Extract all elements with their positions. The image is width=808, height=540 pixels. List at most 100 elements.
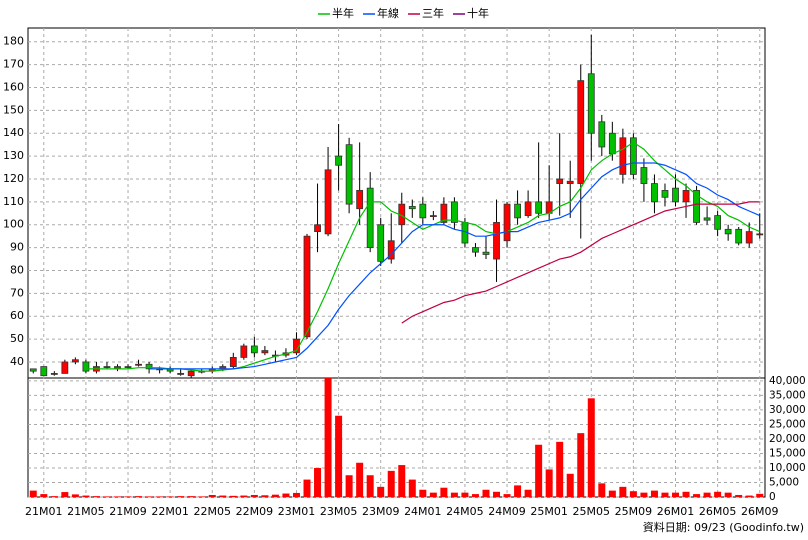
volume-bar: [71, 494, 79, 497]
volume-bar: [335, 415, 343, 497]
volume-bar: [619, 486, 627, 497]
candle-body: [240, 345, 248, 358]
candle-body: [82, 361, 90, 372]
volume-bar: [419, 489, 427, 497]
ma-line: [149, 162, 760, 370]
volume-bar: [356, 462, 364, 497]
y-tick-label: 160: [3, 80, 24, 93]
volume-bar: [629, 491, 637, 497]
x-tick-label: 25M09: [615, 505, 653, 518]
candle-body: [535, 201, 543, 214]
volume-bar: [429, 492, 437, 497]
x-tick-label: 25M01: [530, 505, 568, 518]
volume-bar: [324, 378, 332, 497]
candle-body: [756, 233, 764, 236]
x-tick-label: 24M01: [404, 505, 442, 518]
y2-tick-label: 40,000: [769, 375, 806, 387]
volume-bar: [292, 492, 300, 497]
volume-bar: [303, 479, 311, 497]
volume-bar: [40, 494, 48, 497]
volume-bar: [366, 475, 374, 497]
volume-bar: [566, 473, 574, 497]
x-tick-label: 23M01: [278, 505, 316, 518]
volume-bar: [261, 495, 269, 497]
x-tick-label: 23M05: [320, 505, 358, 518]
x-tick-label: 26M01: [657, 505, 695, 518]
candle-body: [366, 187, 374, 249]
candle-body: [493, 222, 500, 260]
volume-bar: [724, 492, 732, 497]
volume-bar: [208, 494, 216, 497]
x-tick-label: 21M09: [109, 505, 147, 518]
candle-body: [440, 203, 448, 223]
volume-bar: [756, 493, 764, 497]
volume-bar: [282, 493, 290, 497]
ma-line: [85, 141, 760, 372]
volume-bar: [166, 496, 174, 497]
y2-tick-label: 15,000: [769, 447, 806, 459]
candle-body: [419, 203, 427, 219]
volume-bar: [187, 496, 195, 497]
x-tick-label: 25M05: [573, 505, 611, 518]
plot-frame: [27, 27, 766, 498]
x-tick-label: 22M01: [151, 505, 189, 518]
legend-label: 十年: [467, 6, 489, 20]
x-tick-label: 22M05: [194, 505, 232, 518]
volume-bar: [556, 441, 564, 497]
volume-bar: [229, 495, 237, 497]
x-tick-label: 26M09: [741, 505, 779, 518]
volume-bar: [156, 496, 164, 497]
volume-bar: [103, 496, 111, 497]
candle-body: [556, 178, 564, 184]
y-tick-label: 140: [3, 126, 24, 139]
volume-bar: [82, 495, 90, 497]
volume-bar: [450, 492, 458, 497]
x-tick-label: 24M05: [446, 505, 484, 518]
volume-bar: [587, 398, 595, 497]
y-tick-label: 80: [10, 263, 24, 276]
volume-bar: [377, 486, 385, 497]
x-tick-label: 24M09: [488, 505, 526, 518]
y2-tick-label: 35,000: [769, 389, 806, 401]
y2-tick-label: 0: [769, 491, 776, 503]
volume-bar: [693, 494, 701, 497]
volume-bar: [535, 444, 543, 497]
candle-body: [703, 217, 711, 221]
candle-body: [566, 180, 574, 184]
candle-body: [682, 190, 690, 203]
candle-body: [408, 206, 416, 210]
candle-body: [345, 144, 353, 205]
volume-bar: [145, 496, 153, 497]
candle-body: [608, 132, 616, 155]
volume-bar: [682, 491, 690, 497]
volume-bar: [92, 496, 100, 497]
x-tick-label: 21M01: [25, 505, 63, 518]
volume-bar: [440, 487, 448, 497]
volume-bar: [177, 496, 185, 497]
candle-body: [187, 370, 195, 377]
candle-body: [503, 203, 511, 242]
volume-bar: [735, 494, 743, 497]
y-tick-label: 100: [3, 218, 24, 231]
candle-body: [50, 373, 58, 375]
volume-bar: [545, 469, 553, 497]
candle-body: [714, 215, 722, 230]
candle-body: [103, 366, 111, 368]
candle-body: [524, 201, 532, 216]
volume-bar: [387, 470, 395, 497]
y-tick-label: 170: [3, 58, 24, 71]
volume-bar: [661, 492, 669, 497]
y-tick-label: 60: [10, 309, 24, 322]
y-tick-label: 50: [10, 332, 24, 345]
candle-body: [472, 247, 479, 253]
candle-body: [451, 201, 458, 223]
footer: 資料日期: 09/23 (Goodinfo.tw): [643, 520, 804, 534]
candle-body: [651, 183, 658, 203]
volume-bar: [271, 494, 279, 497]
volume-bar: [471, 494, 479, 497]
volume-bar: [314, 467, 322, 497]
volume-bar: [482, 489, 490, 497]
y-tick-label: 40: [10, 355, 24, 368]
y-tick-label: 70: [10, 286, 24, 299]
